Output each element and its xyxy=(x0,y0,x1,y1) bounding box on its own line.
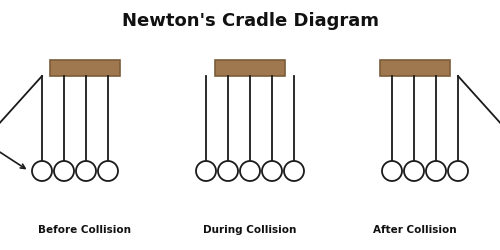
Circle shape xyxy=(98,161,118,181)
Circle shape xyxy=(76,161,96,181)
Circle shape xyxy=(382,161,402,181)
Bar xyxy=(380,60,450,76)
Text: Newton's Cradle Diagram: Newton's Cradle Diagram xyxy=(122,12,378,30)
Circle shape xyxy=(218,161,238,181)
Circle shape xyxy=(404,161,424,181)
Bar xyxy=(50,60,120,76)
Text: Before Collision: Before Collision xyxy=(38,225,132,235)
Text: During Collision: During Collision xyxy=(204,225,296,235)
Text: After Collision: After Collision xyxy=(373,225,457,235)
Bar xyxy=(215,60,285,76)
Circle shape xyxy=(262,161,282,181)
Circle shape xyxy=(32,161,52,181)
Circle shape xyxy=(240,161,260,181)
Circle shape xyxy=(54,161,74,181)
Circle shape xyxy=(196,161,216,181)
Circle shape xyxy=(284,161,304,181)
Circle shape xyxy=(426,161,446,181)
Circle shape xyxy=(448,161,468,181)
